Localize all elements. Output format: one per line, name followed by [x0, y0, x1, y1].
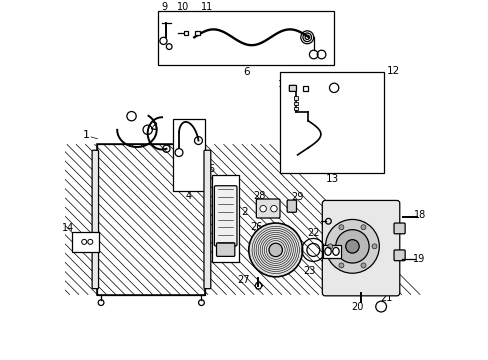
- FancyBboxPatch shape: [286, 200, 296, 212]
- Text: 14: 14: [61, 224, 74, 233]
- Circle shape: [371, 244, 376, 249]
- Circle shape: [345, 240, 358, 253]
- Text: 12: 12: [386, 66, 399, 76]
- Text: 18: 18: [413, 210, 426, 220]
- FancyBboxPatch shape: [393, 223, 405, 234]
- Text: 21: 21: [379, 293, 391, 303]
- FancyBboxPatch shape: [214, 186, 237, 246]
- Text: 13: 13: [325, 174, 338, 184]
- Bar: [97, 144, 204, 295]
- Text: 19: 19: [412, 254, 425, 264]
- Bar: [195, 31, 200, 36]
- Text: 15: 15: [339, 87, 350, 96]
- Text: 1: 1: [83, 130, 90, 140]
- Text: 3: 3: [151, 122, 158, 132]
- Text: 28: 28: [253, 191, 265, 201]
- Text: 5: 5: [208, 164, 214, 174]
- Circle shape: [248, 223, 302, 277]
- Bar: [280, 72, 384, 173]
- Text: 23: 23: [303, 266, 315, 276]
- Bar: [158, 12, 333, 65]
- Bar: [212, 175, 239, 262]
- Bar: [183, 31, 188, 36]
- Text: 2: 2: [241, 207, 247, 217]
- Text: 9: 9: [161, 2, 167, 12]
- Circle shape: [260, 206, 266, 212]
- Bar: [293, 107, 297, 111]
- Circle shape: [360, 225, 365, 230]
- Text: 26: 26: [249, 222, 262, 231]
- Circle shape: [338, 263, 343, 268]
- Circle shape: [270, 206, 277, 212]
- FancyBboxPatch shape: [393, 250, 405, 261]
- Text: 22: 22: [306, 228, 319, 238]
- Circle shape: [335, 230, 368, 263]
- Text: 16: 16: [278, 80, 289, 89]
- Circle shape: [327, 244, 332, 249]
- Bar: [293, 102, 297, 105]
- Text: 24: 24: [325, 235, 338, 246]
- Bar: [97, 144, 204, 295]
- Text: 20: 20: [350, 302, 363, 312]
- Circle shape: [268, 243, 282, 257]
- Text: 11: 11: [200, 2, 213, 12]
- FancyBboxPatch shape: [203, 150, 210, 289]
- Text: 8: 8: [318, 23, 324, 33]
- Text: 4: 4: [185, 191, 192, 201]
- Text: 29: 29: [290, 192, 303, 202]
- FancyBboxPatch shape: [256, 199, 280, 218]
- FancyBboxPatch shape: [92, 150, 99, 289]
- Circle shape: [338, 225, 343, 230]
- Bar: [323, 245, 340, 258]
- FancyBboxPatch shape: [216, 243, 234, 256]
- Circle shape: [360, 263, 365, 268]
- FancyBboxPatch shape: [322, 201, 399, 296]
- Text: 25: 25: [320, 209, 332, 219]
- Bar: [303, 86, 307, 91]
- Bar: [293, 96, 297, 100]
- Text: 7: 7: [310, 23, 316, 33]
- Text: 10: 10: [176, 2, 188, 12]
- FancyBboxPatch shape: [289, 85, 296, 91]
- Text: 27: 27: [237, 275, 249, 285]
- Bar: [172, 119, 204, 191]
- Text: 17: 17: [310, 80, 321, 89]
- Text: 6: 6: [243, 67, 249, 77]
- Text: ~: ~: [75, 237, 82, 246]
- Circle shape: [325, 220, 379, 273]
- Bar: [72, 232, 99, 252]
